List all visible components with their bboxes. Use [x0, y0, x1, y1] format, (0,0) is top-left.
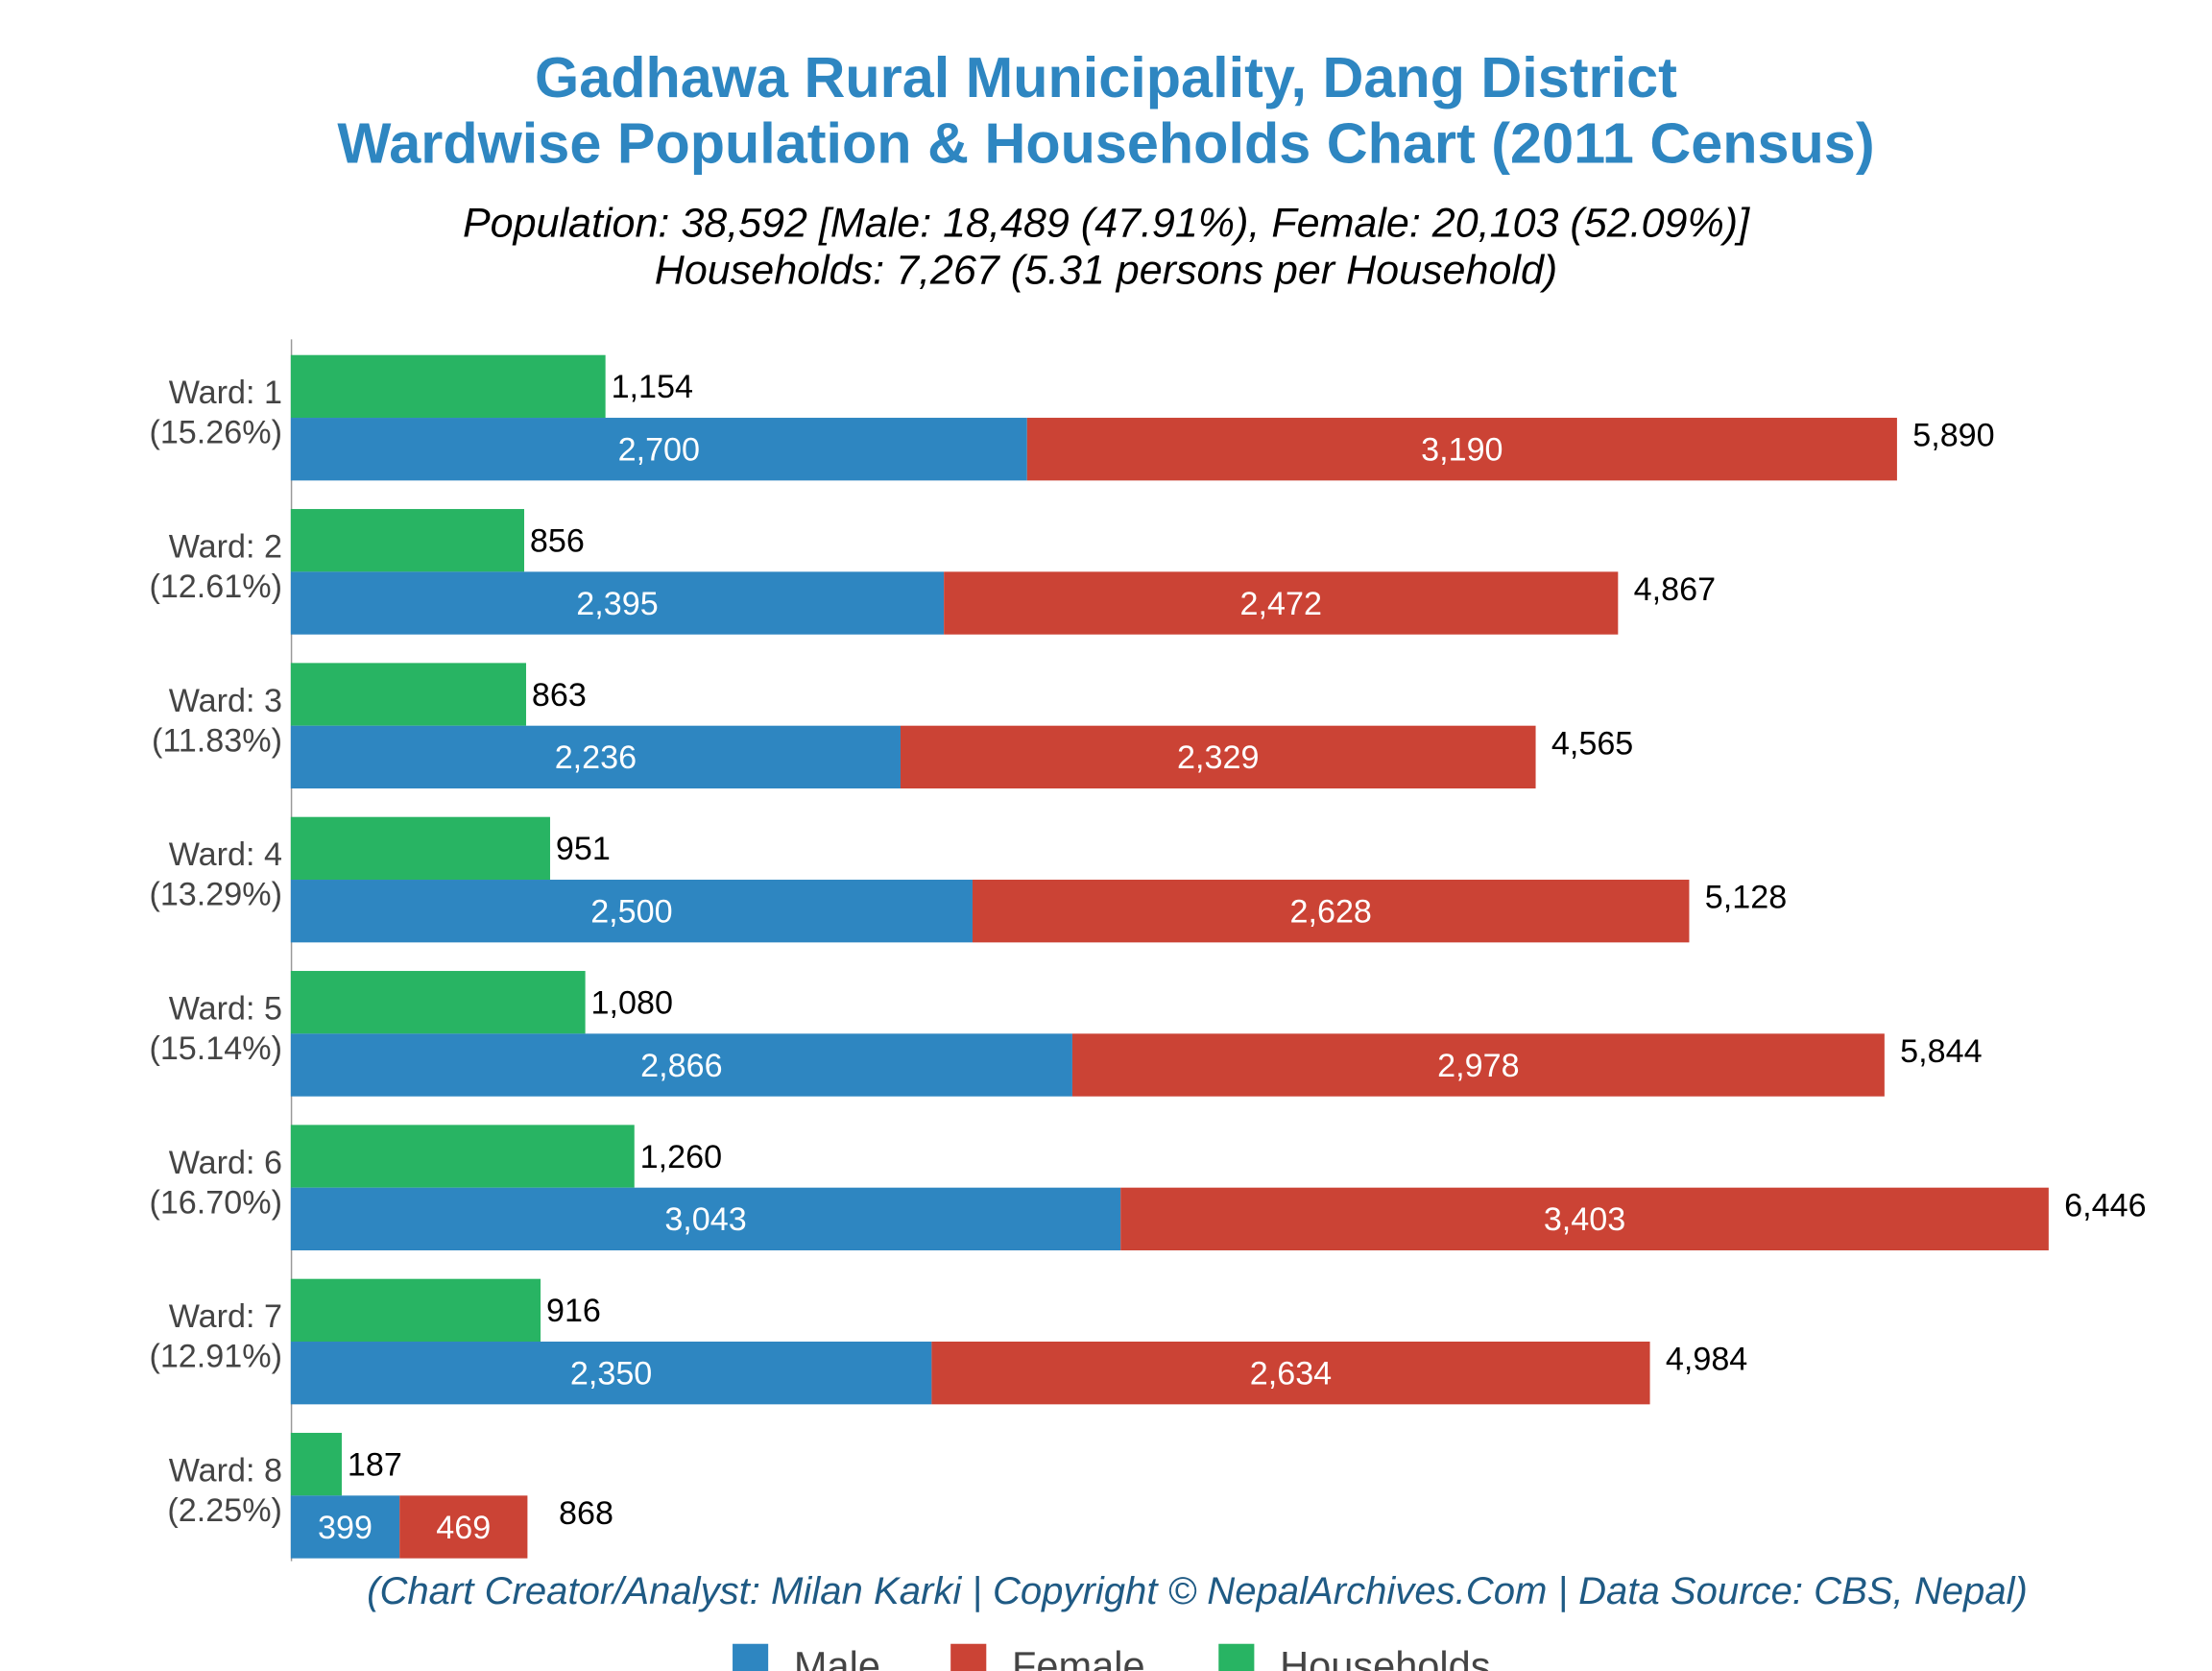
female-value-label: 2,329: [1177, 739, 1259, 776]
ward-share-label: (16.70%): [149, 1184, 281, 1221]
female-bar: [399, 1495, 528, 1559]
male-bar: [290, 571, 945, 635]
households-value-label: 1,154: [612, 369, 693, 405]
female-value-label: 2,978: [1437, 1048, 1519, 1084]
households-bar: [290, 1278, 541, 1343]
male-value-label: 2,395: [576, 586, 658, 622]
male-value-label: 2,700: [618, 432, 700, 469]
legend-swatch-households: [1218, 1643, 1255, 1671]
chart-subtitle-line-2: Households: 7,267 (5.31 persons per Hous…: [655, 247, 1557, 293]
female-bar: [900, 725, 1536, 789]
male-bar: [290, 1342, 932, 1405]
ward-share-label: (12.91%): [149, 1339, 281, 1375]
households-bar: [290, 663, 526, 726]
ward-label: Ward: 3: [169, 683, 282, 719]
total-value-label: 4,565: [1551, 725, 1633, 762]
ward-share-label: (15.26%): [149, 415, 281, 451]
households-bar: [290, 1433, 342, 1496]
male-bar: [290, 418, 1027, 481]
total-value-label: 5,844: [1900, 1033, 1982, 1070]
ward-label: Ward: 5: [169, 991, 282, 1028]
total-value-label: 5,890: [1912, 418, 1994, 454]
female-bar: [1071, 1033, 1885, 1097]
female-bar: [931, 1342, 1650, 1405]
households-value-label: 187: [348, 1447, 402, 1484]
total-value-label: 4,984: [1666, 1342, 1747, 1378]
chart-subtitle-line-1: Population: 38,592 [Male: 18,489 (47.91%…: [463, 200, 1750, 246]
female-value-label: 3,403: [1544, 1201, 1625, 1238]
female-bar: [972, 880, 1690, 943]
ward-share-label: (2.25%): [167, 1492, 282, 1529]
male-value-label: 399: [318, 1510, 373, 1546]
households-bar: [290, 1125, 635, 1188]
male-value-label: 2,350: [570, 1356, 652, 1392]
male-bar: [290, 1187, 1121, 1250]
total-value-label: 4,867: [1634, 571, 1716, 608]
ward-label: Ward: 2: [169, 529, 282, 566]
legend-label-male: Male: [794, 1643, 880, 1671]
households-bar: [290, 509, 524, 572]
ward-label: Ward: 7: [169, 1298, 282, 1335]
male-value-label: 2,866: [640, 1048, 722, 1084]
female-value-label: 3,190: [1421, 432, 1503, 469]
male-value-label: 2,500: [590, 894, 672, 931]
ward-label: Ward: 4: [169, 836, 282, 873]
households-value-label: 951: [556, 831, 611, 867]
male-value-label: 3,043: [664, 1201, 746, 1238]
legend-swatch-male: [733, 1643, 769, 1671]
households-bar: [290, 816, 550, 881]
female-bar: [1120, 1187, 2049, 1250]
legend-swatch-female: [950, 1643, 987, 1671]
male-bar: [290, 1495, 400, 1559]
total-value-label: 5,128: [1705, 880, 1787, 916]
households-bar: [290, 354, 606, 419]
chart-title-line-1: Gadhawa Rural Municipality, Dang Distric…: [535, 45, 1677, 109]
ward-share-label: (15.14%): [149, 1030, 281, 1067]
ward-label: Ward: 6: [169, 1145, 282, 1181]
male-bar: [290, 880, 973, 943]
female-value-label: 2,634: [1250, 1356, 1332, 1392]
male-bar: [290, 1033, 1072, 1097]
households-value-label: 1,080: [591, 985, 673, 1022]
legend: Male Female Households: [733, 1643, 1491, 1671]
ward-share-label: (11.83%): [152, 722, 282, 759]
legend-label-female: Female: [1012, 1643, 1145, 1671]
ward-label: Ward: 8: [169, 1452, 282, 1489]
households-value-label: 863: [532, 677, 587, 714]
households-bar: [290, 971, 586, 1034]
ward-share-label: (13.29%): [149, 877, 281, 913]
households-value-label: 1,260: [640, 1139, 722, 1175]
total-value-label: 868: [559, 1495, 613, 1532]
male-value-label: 2,236: [555, 739, 637, 776]
ward-label: Ward: 1: [169, 375, 282, 411]
chart-title-line-2: Wardwise Population & Households Chart (…: [337, 110, 1874, 175]
ward-share-label: (12.61%): [149, 569, 281, 605]
legend-label-households: Households: [1280, 1643, 1490, 1671]
female-value-label: 2,472: [1240, 586, 1322, 622]
female-bar: [944, 571, 1619, 635]
male-bar: [290, 725, 901, 789]
chart-footer: (Chart Creator/Analyst: Milan Karki | Co…: [367, 1570, 2028, 1612]
households-value-label: 856: [530, 523, 585, 560]
female-value-label: 2,628: [1290, 894, 1372, 931]
female-value-label: 469: [436, 1510, 491, 1546]
female-bar: [1026, 418, 1897, 481]
households-value-label: 916: [546, 1293, 601, 1329]
total-value-label: 6,446: [2064, 1187, 2146, 1223]
